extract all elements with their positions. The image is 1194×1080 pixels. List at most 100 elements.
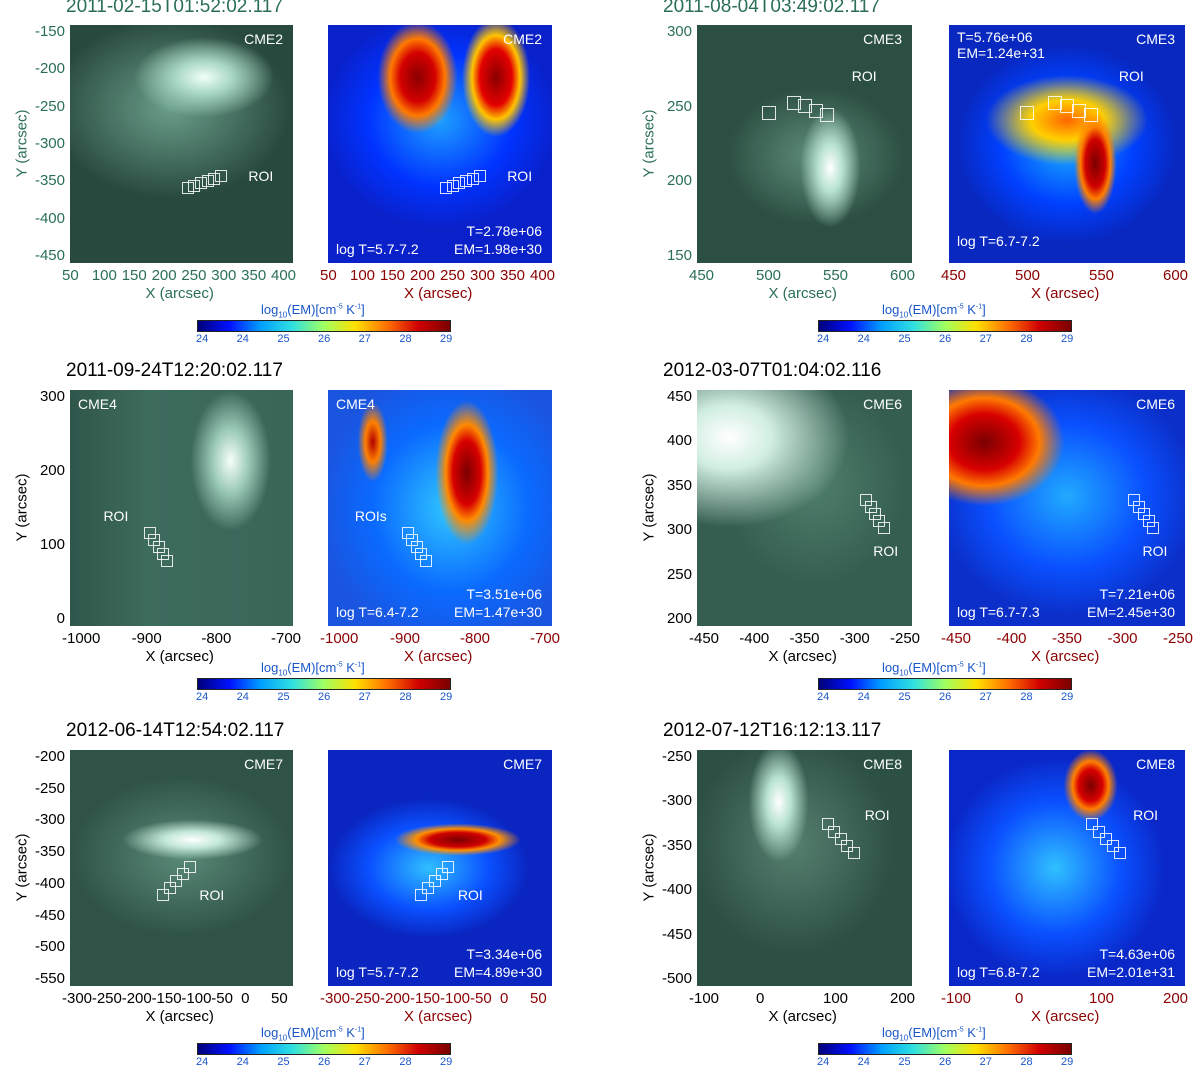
- roi-box: [1048, 96, 1063, 111]
- roi-box: [1083, 108, 1098, 123]
- colorbar-tick-label: 24: [857, 1056, 870, 1068]
- x-tick-label: 50: [62, 267, 79, 284]
- x-tick-label: 100: [350, 267, 376, 284]
- temperature-label: T=3.51e+06: [466, 586, 542, 602]
- colorbar-tick-label: 28: [1020, 333, 1033, 345]
- colorbar-title-part: ]: [361, 302, 365, 317]
- x-tick-label: -800: [460, 630, 491, 647]
- cme-label: CME3: [863, 31, 902, 47]
- y-tick-label: -300: [34, 811, 65, 829]
- y-tick-label: 100: [39, 536, 65, 553]
- colorbar-tick-label: 24: [857, 691, 870, 703]
- y-tick-label: 350: [666, 476, 692, 494]
- x-tick-label: 200: [410, 267, 436, 284]
- log-t-range-label: log T=6.7-7.3: [957, 604, 1040, 620]
- x-tick-label: 150: [121, 267, 147, 284]
- y-axis-label: Y (arcsec): [640, 833, 658, 902]
- em-map-image: CME3 ROI T=5.76e+06 EM=1.24e+31 log T=6.7-7.…: [949, 25, 1185, 263]
- colorbar-tick-label: 28: [1020, 691, 1033, 703]
- colorbar-title-part: -5: [957, 1026, 964, 1034]
- cme-label: CME6: [863, 396, 902, 412]
- x-tick-label: 400: [271, 267, 297, 284]
- roi-box: [440, 182, 452, 195]
- colorbar-title-part: (EM)[cm: [908, 1025, 958, 1040]
- x-tick-label: 300: [470, 267, 496, 284]
- x-tick-label: -100: [941, 990, 972, 1007]
- y-tick-label: -350: [34, 172, 65, 190]
- y-tick-label: -550: [34, 970, 65, 987]
- y-tick-label: 200: [39, 462, 65, 479]
- colorbar-gradient: [197, 320, 451, 332]
- roi-box: [177, 868, 190, 880]
- emission-measure-label: EM=4.89e+30: [454, 964, 542, 980]
- colorbar-tick-label: 27: [358, 333, 371, 345]
- colorbar-tick-label: 24: [236, 333, 249, 345]
- roi-box: [183, 860, 196, 873]
- colorbar-title-part: 10: [278, 310, 288, 320]
- x-tick-label: 100: [1089, 990, 1115, 1007]
- x-axis-label: X (arcsec): [1031, 1008, 1100, 1025]
- temperature-label: T=7.21e+06: [1099, 586, 1175, 602]
- x-tick-label: 350: [500, 267, 526, 284]
- log-t-range-label: log T=5.7-7.2: [336, 964, 419, 980]
- x-tick-label: -1000: [62, 630, 101, 647]
- colorbar-title-part: 10: [899, 668, 909, 678]
- x-tick-label: 0: [1015, 990, 1024, 1007]
- roi-box: [860, 493, 873, 506]
- x-tick-label: -50: [211, 990, 233, 1007]
- colorbar: log10(EM)[cm-5 K-1] 24 24 25 26 27 28 29: [817, 302, 1073, 345]
- roi-box: [401, 526, 414, 539]
- colorbar-title-part: -5: [336, 303, 343, 311]
- colorbar-tick-label: 24: [196, 691, 209, 703]
- colorbar-tick-label: 29: [440, 333, 453, 345]
- colorbar-tick-label: 29: [440, 691, 453, 703]
- roi-box: [1019, 105, 1034, 120]
- panel-title: 2011-08-04T03:49:02.117: [663, 0, 880, 17]
- x-tick-label: -100: [689, 990, 720, 1007]
- roi-box: [1133, 500, 1146, 513]
- y-tick-label: -200: [34, 60, 65, 78]
- y-tick-label: 0: [56, 610, 65, 627]
- x-tick-label: 50: [271, 990, 288, 1007]
- colorbar-title-part: K: [342, 302, 355, 317]
- roi-box: [787, 96, 802, 111]
- colorbar-title-part: log: [882, 660, 900, 675]
- cme-label: CME7: [503, 756, 542, 772]
- y-tick-label: -150: [34, 23, 65, 40]
- y-tick-label: -300: [34, 135, 65, 152]
- cme-label: CME8: [863, 756, 902, 772]
- y-tick-label: -500: [34, 938, 65, 956]
- euv-image: CME6 ROI: [697, 390, 912, 626]
- x-tick-label: 250: [440, 267, 466, 284]
- em-map-image: CME8 ROI T=4.63e+06 EM=2.01e+31 log T=6.8-7.…: [949, 750, 1185, 986]
- colorbar: log10(EM)[cm-5 K-1] 24 24 25 26 27 28 29: [196, 302, 452, 345]
- em-map-image: CME6 ROI T=7.21e+06 EM=2.45e+30 log T=6.7-7.…: [949, 390, 1185, 626]
- colorbar-tick-label: 24: [236, 691, 249, 703]
- temperature-label: T=2.78e+06: [466, 223, 542, 239]
- colorbar-title-part: (EM)[cm: [287, 1025, 337, 1040]
- roi-label: ROI: [1133, 806, 1158, 823]
- roi-box: [761, 105, 776, 120]
- colorbar-title-part: (EM)[cm: [287, 302, 337, 317]
- colorbar-title-part: -5: [957, 661, 964, 669]
- roi-box: [188, 179, 201, 192]
- x-axis-label: X (arcsec): [404, 285, 473, 302]
- log-t-range-label: log T=6.7-7.2: [957, 233, 1040, 249]
- roi-box: [1071, 103, 1086, 118]
- panel-6: 2012-07-12T16:12:13.117 CME8 ROI CME8 ROI T=4…: [597, 720, 1194, 1080]
- colorbar-tick-label: 26: [939, 1056, 952, 1068]
- roi-box: [170, 875, 183, 888]
- roi-box: [466, 172, 479, 185]
- colorbar-tick-label: 26: [318, 1056, 331, 1068]
- roi-box: [143, 526, 156, 539]
- colorbar-gradient: [818, 1043, 1072, 1055]
- x-tick-label: -250: [1163, 630, 1194, 647]
- roi-label: ROI: [457, 886, 483, 903]
- colorbar-gradient: [197, 678, 451, 690]
- colorbar-title-part: -5: [957, 303, 964, 311]
- roi-box: [1100, 832, 1113, 845]
- emission-measure-label: EM=2.01e+31: [1087, 964, 1175, 980]
- roi-label: ROI: [1118, 67, 1144, 84]
- euv-image: CME4 ROI: [70, 390, 293, 626]
- roi-box: [869, 508, 881, 520]
